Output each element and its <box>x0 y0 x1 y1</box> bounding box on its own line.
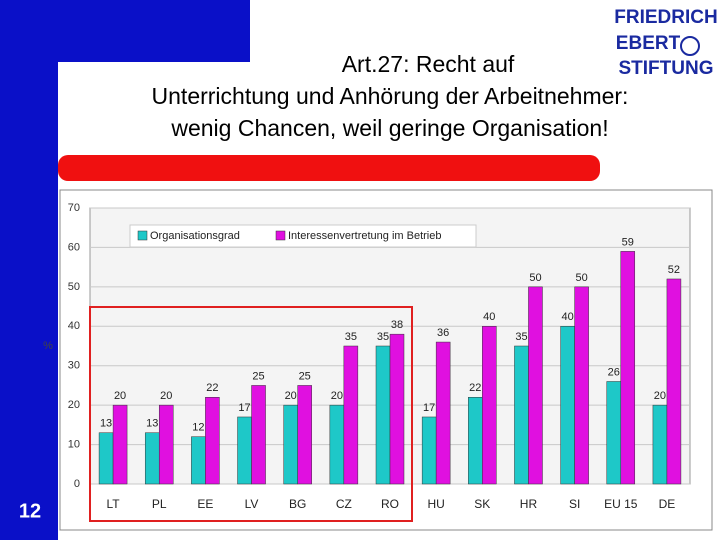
x-tick-label: BG <box>289 497 306 511</box>
bar <box>98 432 114 485</box>
value-label: 20 <box>160 390 172 402</box>
legend-label: Organisationsgrad <box>150 230 240 242</box>
highlight-box <box>89 306 413 522</box>
value-label: 25 <box>252 370 264 382</box>
x-tick-label: SK <box>474 497 490 511</box>
bar <box>435 341 451 485</box>
legend-swatch <box>275 230 286 241</box>
value-label: 22 <box>469 382 481 394</box>
bar <box>514 345 529 485</box>
chart: 0 10 20 30 40 50 60 70 Organisationsgrad Interess… <box>68 202 690 511</box>
title-line: Art.27: Recht auf <box>342 51 515 77</box>
logo-text: FRIEDRICH <box>614 7 717 28</box>
value-label: 50 <box>529 272 541 284</box>
value-label: 59 <box>622 236 634 248</box>
value-label: 26 <box>608 366 620 378</box>
y-tick-label: 10 <box>68 438 80 450</box>
bar <box>251 385 266 485</box>
logo-text: EBERT <box>616 33 681 54</box>
value-label: 50 <box>575 272 587 284</box>
legend-swatch <box>137 230 148 241</box>
red-bar <box>58 155 600 181</box>
legend-box <box>129 224 477 248</box>
y-tick-label: 40 <box>68 320 80 332</box>
bar <box>375 345 391 485</box>
x-tick-label: LT <box>107 497 121 511</box>
title-line: wenig Chancen, weil geringe Organisation… <box>170 115 608 141</box>
y-axis-label: % <box>43 340 53 352</box>
x-tick-label: CZ <box>336 497 352 511</box>
value-label: 17 <box>423 402 435 414</box>
value-label: 36 <box>437 327 449 339</box>
x-tick-label: RO <box>381 497 399 511</box>
x-tick-label: HR <box>520 497 538 511</box>
y-tick-label: 0 <box>74 478 80 490</box>
x-tick-label: PL <box>152 497 167 511</box>
value-label: 35 <box>515 331 527 343</box>
x-tick-label: SI <box>569 497 580 511</box>
bar <box>191 436 206 485</box>
x-tick-label: DE <box>659 497 676 511</box>
bar <box>343 345 359 485</box>
x-tick-label: HU <box>427 497 444 511</box>
x-tick-label: EE <box>197 497 213 511</box>
title-line: Unterrichtung und Anhörung der Arbeitneh… <box>152 83 629 109</box>
bar <box>606 381 622 485</box>
bar <box>652 404 668 485</box>
value-label: 17 <box>238 402 250 414</box>
bar <box>528 286 543 485</box>
value-label: 20 <box>114 390 126 402</box>
bar <box>421 416 437 485</box>
value-label: 52 <box>668 264 680 276</box>
y-tick-label: 70 <box>68 202 80 214</box>
bar <box>574 286 589 485</box>
logo-globe <box>680 36 700 56</box>
slide-number: 12 <box>19 500 41 522</box>
bar <box>144 432 160 485</box>
y-tick-label: 60 <box>68 241 80 253</box>
value-label: 13 <box>146 418 158 430</box>
y-tick-label: 50 <box>68 281 80 293</box>
value-label: 20 <box>654 390 666 402</box>
bar <box>560 326 575 485</box>
y-tick-label: 30 <box>68 360 80 372</box>
bar <box>297 385 312 485</box>
bar <box>468 397 483 485</box>
bar <box>112 404 128 485</box>
x-tick-label: LV <box>245 497 259 511</box>
bar <box>283 404 298 485</box>
value-label: 40 <box>483 311 495 323</box>
value-label: 40 <box>561 311 573 323</box>
bar <box>237 416 252 485</box>
bar <box>482 326 497 485</box>
bar <box>329 404 345 485</box>
y-tick-label: 20 <box>68 399 80 411</box>
bar <box>205 397 220 485</box>
value-label: 13 <box>100 418 112 430</box>
value-label: 25 <box>299 370 311 382</box>
bar <box>666 278 682 485</box>
value-label: 12 <box>192 422 204 434</box>
value-label: 35 <box>377 331 389 343</box>
bar <box>158 404 174 485</box>
value-label: 38 <box>391 319 403 331</box>
value-label: 20 <box>285 390 297 402</box>
bar <box>389 333 405 485</box>
bar <box>620 251 636 485</box>
logo-text: STIFTUNG <box>619 58 714 79</box>
legend-label: Interessenvertretung im Betrieb <box>288 230 441 242</box>
value-label: 35 <box>345 331 357 343</box>
x-tick-label: EU 15 <box>604 497 638 511</box>
side-bar <box>0 0 58 540</box>
value-label: 22 <box>206 382 218 394</box>
value-label: 20 <box>331 390 343 402</box>
